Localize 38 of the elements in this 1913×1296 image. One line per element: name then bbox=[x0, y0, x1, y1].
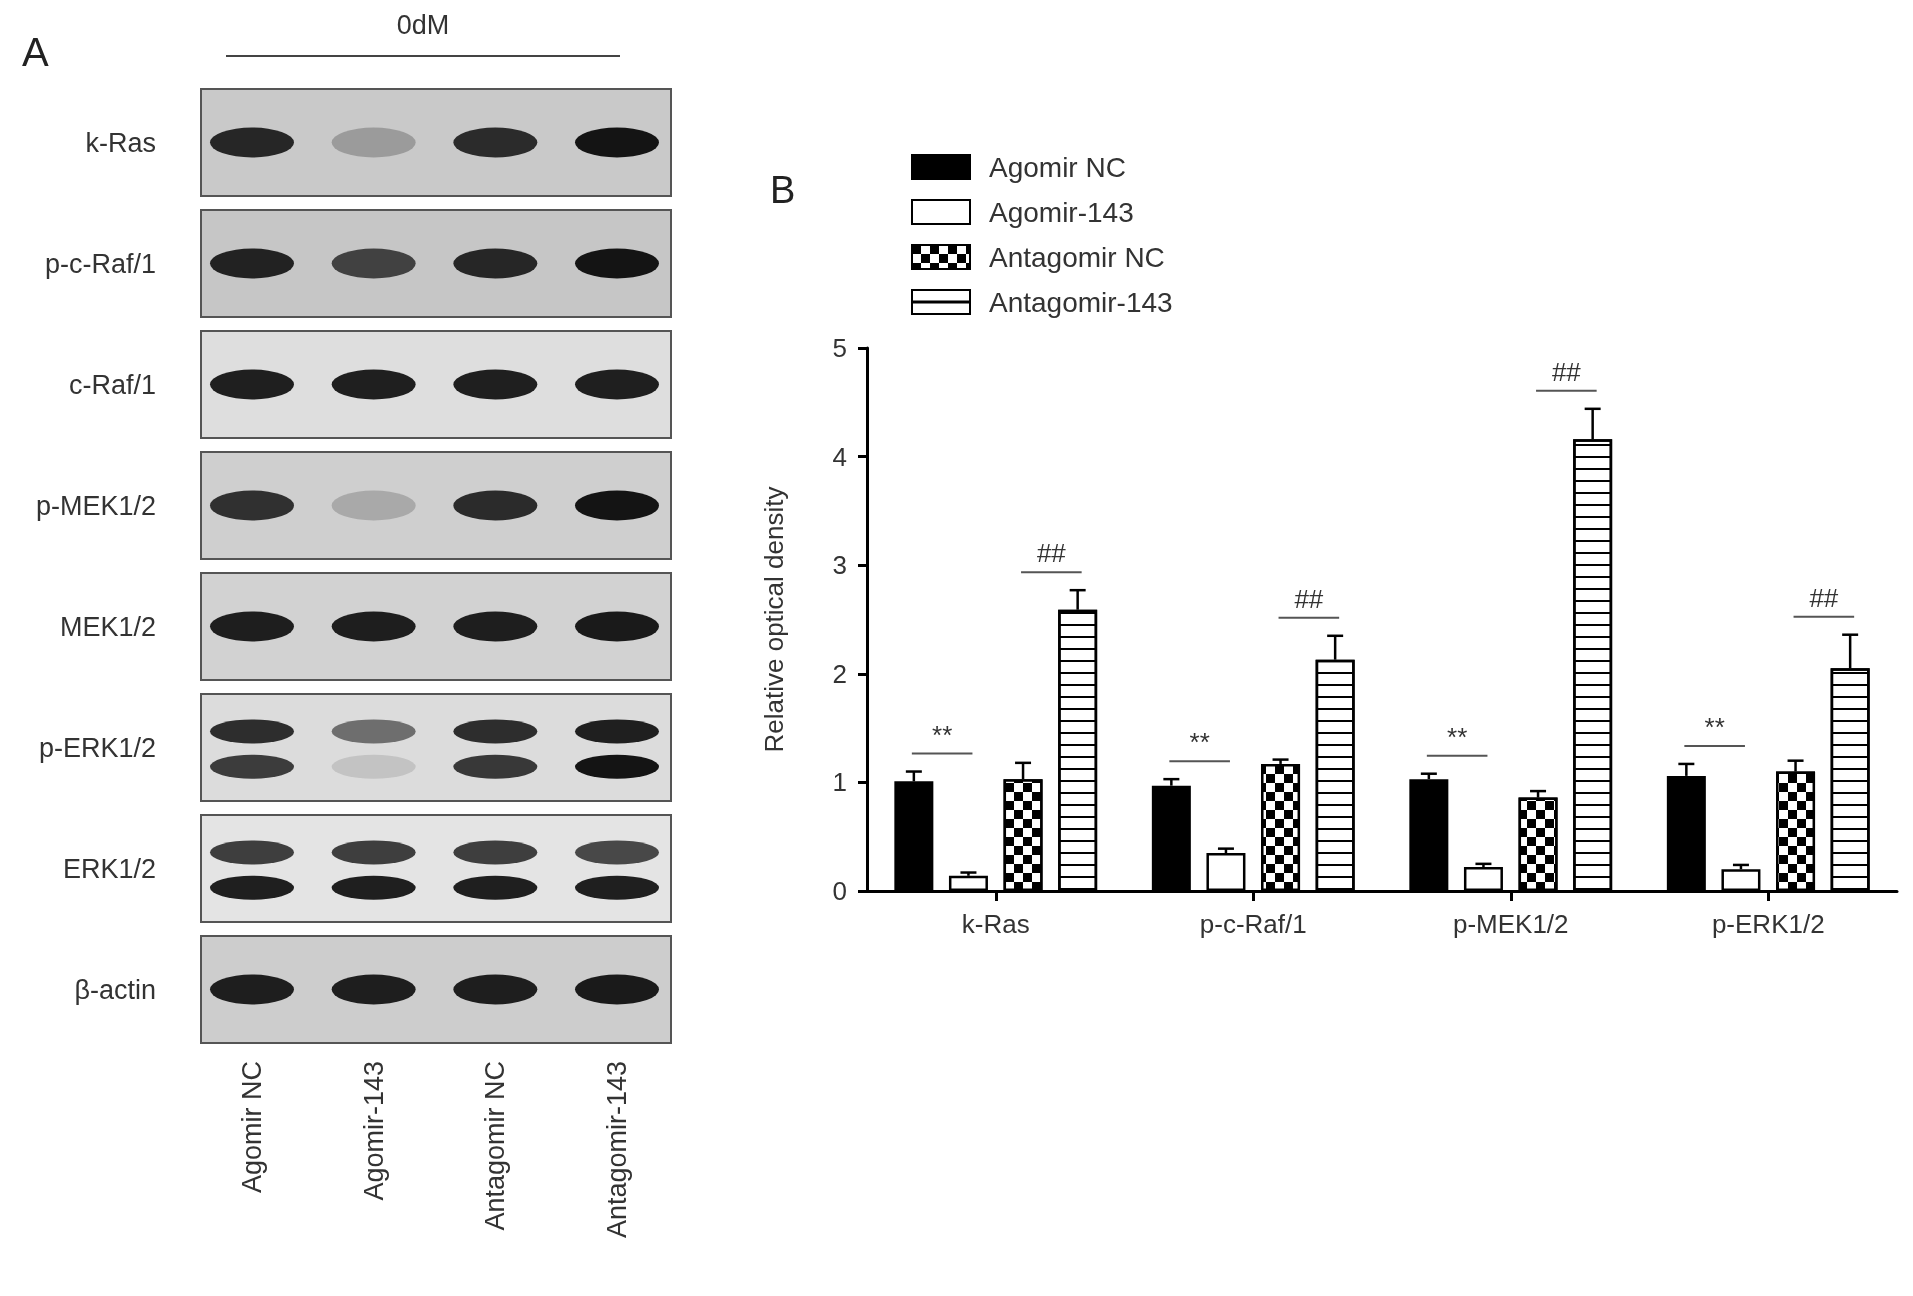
x-tick-label: k-Ras bbox=[961, 909, 1030, 939]
text: p-ERK1/2 bbox=[38, 732, 156, 763]
annotation: ** bbox=[1704, 711, 1725, 742]
y-tick-label: 0 bbox=[832, 876, 847, 906]
annotation: ## bbox=[1551, 356, 1582, 387]
text: β-actin bbox=[74, 974, 156, 1005]
legend-label: Antagomir-143 bbox=[989, 286, 1173, 318]
text: p-MEK1/2 bbox=[35, 490, 156, 521]
legend-label: Antagomir NC bbox=[989, 241, 1165, 273]
annotation: ## bbox=[1294, 583, 1324, 614]
annotation: ** bbox=[1447, 721, 1468, 752]
category-label: Agomir NC bbox=[237, 1061, 267, 1194]
annotation: ## bbox=[1809, 582, 1839, 613]
y-axis-title: Relative optical density bbox=[759, 486, 789, 753]
y-tick-label: 5 bbox=[832, 333, 847, 363]
x-tick-label: p-ERK1/2 bbox=[1711, 909, 1825, 939]
text: ERK1/2 bbox=[62, 853, 156, 884]
category-label: Agomir-143 bbox=[358, 1061, 389, 1201]
annotation: ** bbox=[932, 719, 953, 750]
category-label: Antagomir NC bbox=[480, 1061, 511, 1231]
text: MEK1/2 bbox=[59, 611, 156, 642]
text: k-Ras bbox=[85, 127, 156, 158]
category-label: Antagomir-143 bbox=[602, 1061, 632, 1239]
text: A bbox=[22, 30, 49, 74]
x-tick-label: p-MEK1/2 bbox=[1452, 909, 1569, 939]
y-tick-label: 1 bbox=[832, 767, 847, 798]
annotation: ## bbox=[1036, 538, 1067, 569]
annotation: ** bbox=[1189, 727, 1210, 758]
y-tick-label: 3 bbox=[832, 550, 847, 581]
text: p-c-Raf/1 bbox=[44, 248, 156, 279]
legend-label: Agomir-143 bbox=[989, 196, 1134, 228]
x-tick-label: p-c-Raf/1 bbox=[1199, 909, 1307, 939]
y-tick-label: 4 bbox=[832, 441, 847, 472]
y-tick-label: 2 bbox=[832, 658, 847, 689]
chart-title: B bbox=[770, 169, 796, 211]
text: 0dM bbox=[396, 10, 450, 40]
text: c-Raf/1 bbox=[68, 369, 156, 400]
legend-label: Agomir NC bbox=[989, 151, 1126, 183]
